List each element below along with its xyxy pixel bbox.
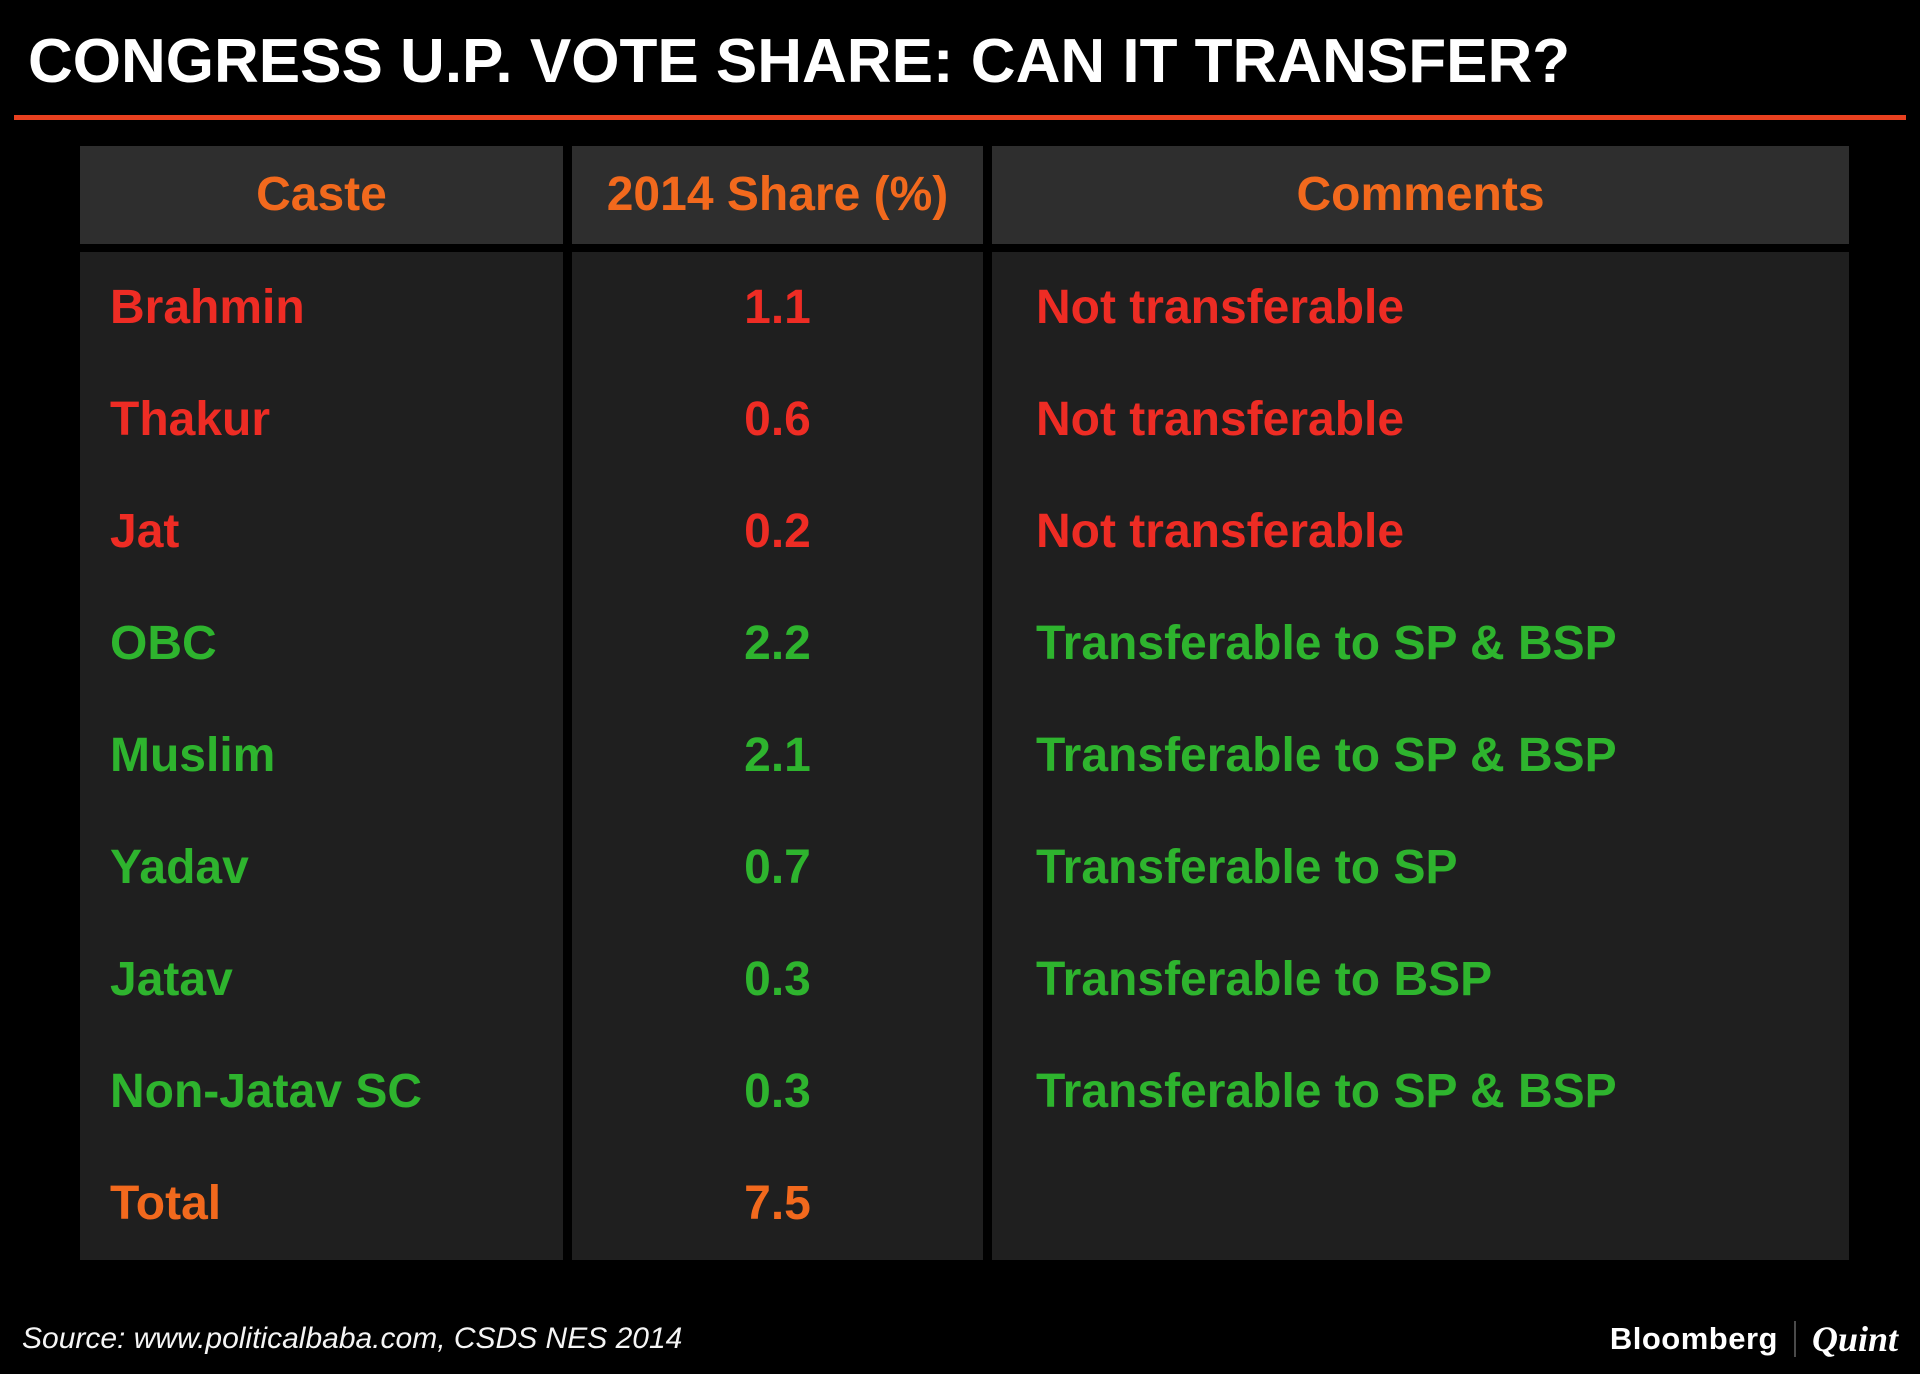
caste-cell: OBC: [80, 588, 563, 700]
share-cell: 2.1: [572, 700, 983, 812]
caste-cell: Jatav: [80, 924, 563, 1036]
quint-logo: Quint: [1811, 1319, 1898, 1359]
comment-cell: Transferable to SP & BSP: [992, 700, 1849, 812]
bloomberg-logo: Bloomberg: [1609, 1321, 1778, 1356]
share-cell: 0.3: [572, 924, 983, 1036]
column-header-comments: Comments: [992, 146, 1849, 244]
caste-cell: Jat: [80, 476, 563, 588]
page-title: CONGRESS U.P. VOTE SHARE: CAN IT TRANSFE…: [28, 27, 1571, 96]
brand-logos: Bloomberg Quint: [1610, 1318, 1898, 1360]
share-cell: 1.1: [572, 252, 983, 364]
comment-cell: Transferable to BSP: [992, 924, 1849, 1036]
share-cell: 0.6: [572, 364, 983, 476]
comment-cell: Not transferable: [992, 252, 1849, 364]
comment-cell: Not transferable: [992, 476, 1849, 588]
comment-cell: Transferable to SP & BSP: [992, 1036, 1849, 1148]
caste-cell: Yadav: [80, 812, 563, 924]
share-cell: 2.2: [572, 588, 983, 700]
share-cell: 0.3: [572, 1036, 983, 1148]
caste-cell: Thakur: [80, 364, 563, 476]
source-text: Source: www.politicalbaba.com, CSDS NES …: [22, 1322, 683, 1355]
caste-cell: Brahmin: [80, 252, 563, 364]
caste-cell: Non-Jatav SC: [80, 1036, 563, 1148]
footer: Source: www.politicalbaba.com, CSDS NES …: [0, 1318, 1920, 1360]
comment-cell: [992, 1148, 1849, 1260]
column-header-share: 2014 Share (%): [572, 146, 983, 244]
caste-cell: Total: [80, 1148, 563, 1260]
comment-cell: Transferable to SP: [992, 812, 1849, 924]
share-cell: 0.7: [572, 812, 983, 924]
share-cell: 7.5: [572, 1148, 983, 1260]
share-cell: 0.2: [572, 476, 983, 588]
comment-cell: Not transferable: [992, 364, 1849, 476]
logo-divider: [1793, 1321, 1796, 1357]
caste-cell: Muslim: [80, 700, 563, 812]
title-underline: [14, 115, 1906, 120]
column-header-caste: Caste: [80, 146, 563, 244]
vote-share-table: Caste 2014 Share (%) Comments Brahmin 1.…: [80, 146, 1849, 1260]
comment-cell: Transferable to SP & BSP: [992, 588, 1849, 700]
